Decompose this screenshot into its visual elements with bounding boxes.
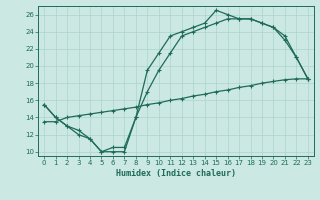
X-axis label: Humidex (Indice chaleur): Humidex (Indice chaleur) [116,169,236,178]
